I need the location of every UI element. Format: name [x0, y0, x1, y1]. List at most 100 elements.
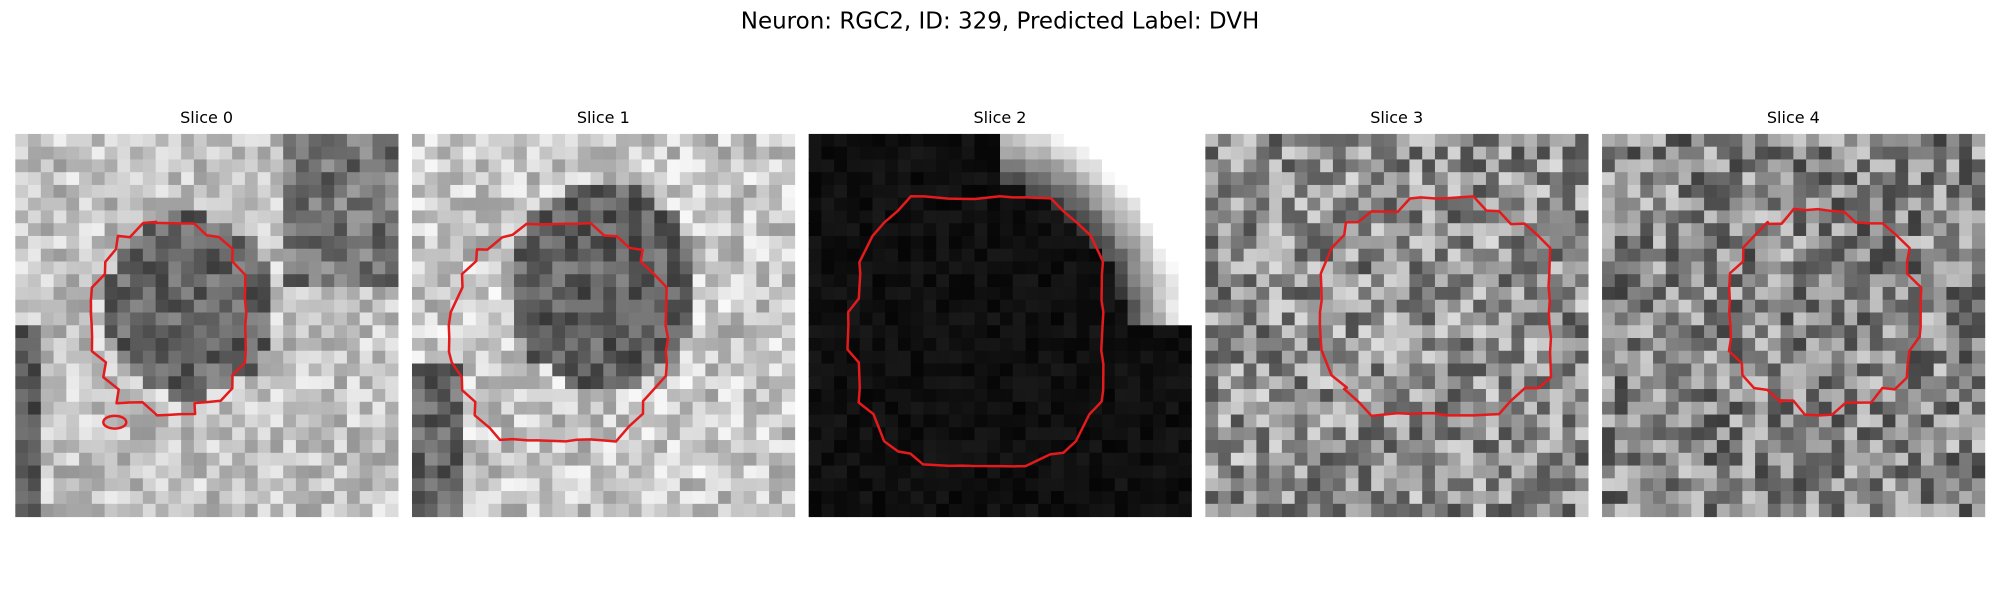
pixel	[679, 210, 694, 224]
pixel	[1920, 274, 1935, 288]
pixel	[1498, 465, 1512, 479]
pixel	[1025, 172, 1039, 186]
pixel	[1575, 325, 1589, 339]
pixel	[424, 427, 439, 441]
pixel	[1755, 427, 1769, 441]
pixel	[948, 376, 963, 390]
pixel	[1332, 133, 1347, 148]
pixel	[1575, 363, 1589, 377]
pixel	[1269, 478, 1283, 492]
pixel	[641, 491, 655, 505]
pixel	[463, 146, 477, 160]
pixel	[385, 478, 399, 492]
pixel	[1498, 478, 1512, 492]
pixel	[590, 274, 604, 288]
pixel	[1063, 235, 1078, 250]
pixel	[1102, 338, 1116, 352]
pixel	[1602, 184, 1616, 199]
pixel	[1307, 452, 1321, 467]
pixel	[1614, 363, 1629, 377]
pixel	[667, 503, 681, 518]
pixel	[1012, 491, 1027, 505]
pixel	[552, 184, 566, 199]
pixel	[628, 159, 643, 173]
pixel	[321, 312, 335, 326]
pixel	[1422, 274, 1436, 288]
pixel	[936, 184, 950, 199]
pixel	[1089, 223, 1103, 237]
pixel	[206, 312, 220, 326]
pixel	[514, 414, 528, 428]
pixel	[1447, 172, 1461, 186]
pixel	[168, 312, 182, 326]
pixel	[1716, 248, 1731, 262]
pixel	[948, 159, 963, 173]
pixel	[1959, 312, 1973, 326]
pixel	[948, 491, 963, 505]
pixel	[1269, 465, 1283, 479]
pixel	[1498, 159, 1512, 173]
pixel	[1549, 159, 1564, 173]
pixel	[718, 235, 732, 250]
pixel	[756, 491, 770, 505]
pixel	[1089, 133, 1103, 148]
pixel	[1678, 210, 1692, 224]
pixel	[40, 452, 55, 467]
pixel	[1345, 350, 1359, 365]
pixel	[1895, 350, 1909, 365]
pixel	[1767, 452, 1782, 467]
pixel	[475, 503, 490, 518]
pixel	[1640, 440, 1654, 454]
pixel	[1460, 491, 1474, 505]
pixel	[1230, 414, 1245, 428]
pixel	[1793, 299, 1807, 314]
pixel	[1140, 223, 1154, 237]
pixel	[1691, 184, 1705, 199]
pixel	[359, 299, 373, 314]
pixel	[872, 235, 886, 250]
pixel	[834, 299, 848, 314]
pixel	[1704, 172, 1718, 186]
pixel	[1831, 363, 1845, 377]
pixel	[437, 172, 451, 186]
pixel	[730, 376, 745, 390]
pixel	[1755, 350, 1769, 365]
pixel	[1920, 427, 1935, 441]
pixel	[283, 184, 297, 199]
pixel	[872, 363, 886, 377]
pixel	[117, 159, 131, 173]
pixel	[1716, 299, 1731, 314]
pixel	[1102, 210, 1116, 224]
pixel	[359, 363, 373, 377]
pixel	[1012, 146, 1027, 160]
pixel	[1320, 389, 1334, 403]
pixel	[897, 172, 912, 186]
pixel	[270, 440, 284, 454]
pixel	[283, 248, 297, 262]
pixel	[193, 235, 208, 250]
pixel	[308, 478, 322, 492]
pixel	[424, 146, 439, 160]
pixel	[1895, 223, 1909, 237]
pixel	[1806, 350, 1820, 365]
pixel	[1485, 478, 1500, 492]
pixel	[1793, 159, 1807, 173]
pixel	[1908, 299, 1922, 314]
pixel	[244, 172, 259, 186]
pixel	[130, 299, 144, 314]
pixel	[79, 440, 93, 454]
pixel	[1396, 146, 1410, 160]
pixel	[628, 133, 643, 148]
pixel	[1114, 376, 1129, 390]
pixel	[1959, 414, 1973, 428]
pixel	[1473, 478, 1487, 492]
pixel	[295, 338, 310, 352]
pixel	[1089, 184, 1103, 199]
pixel	[501, 427, 515, 441]
pixel	[1243, 440, 1257, 454]
pixel	[1485, 427, 1500, 441]
pixel	[1511, 440, 1525, 454]
pixel	[1691, 235, 1705, 250]
pixel	[1511, 338, 1525, 352]
pixel	[974, 389, 988, 403]
